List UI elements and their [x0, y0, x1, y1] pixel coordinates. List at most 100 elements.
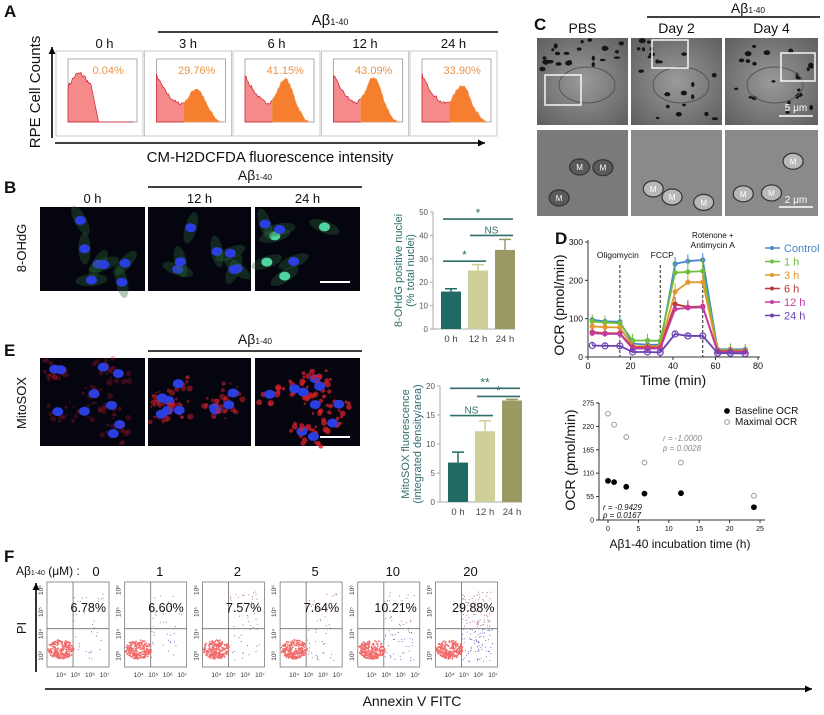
- legend-label: 3 h: [784, 270, 799, 282]
- dose-label-part: Aβ: [16, 564, 31, 578]
- cell-event: [364, 644, 367, 647]
- cell-event: [389, 655, 391, 657]
- mitosox-signal: [117, 406, 123, 412]
- cell-event: [242, 652, 244, 654]
- cell-event: [467, 603, 469, 605]
- histogram-0: 0.04%: [55, 50, 144, 137]
- cell-event: [69, 641, 71, 644]
- cell-event: [477, 634, 479, 636]
- cell-event: [223, 655, 226, 658]
- x-tick-label: 10⁶: [318, 672, 328, 679]
- scale-label: 5 μm: [785, 103, 807, 114]
- x-tick-label: 10⁵: [226, 672, 236, 679]
- cell-event: [297, 644, 300, 647]
- mitosox-signal: [81, 391, 86, 395]
- cell-event: [315, 641, 317, 643]
- flow-plot-0: 0 6.78% 10⁶ 10⁵ 10⁴ 10³ 10⁴ 10⁵ 10⁶ 10⁷: [38, 564, 110, 679]
- mitosox-signal: [335, 416, 340, 421]
- cell-event: [482, 623, 484, 625]
- cell-event: [385, 651, 387, 653]
- cell-event: [449, 650, 451, 653]
- cell-event: [60, 657, 63, 660]
- cell-event: [480, 607, 482, 609]
- cell-event: [256, 645, 258, 647]
- cell-event: [315, 655, 317, 657]
- ohdg-image-0: [40, 206, 145, 298]
- cell-event: [359, 644, 362, 647]
- cell-event: [295, 639, 297, 642]
- cell-event: [215, 654, 217, 657]
- cell-event: [374, 649, 377, 651]
- cell-event: [307, 653, 309, 655]
- cell-event: [77, 649, 79, 651]
- data-point: [678, 490, 684, 497]
- cell-event: [461, 598, 463, 600]
- cell-event: [306, 639, 308, 641]
- granule: [808, 62, 814, 69]
- x-tick-label: 10⁶: [163, 672, 173, 679]
- panel-label-F: F: [4, 547, 14, 566]
- nucleus: [78, 406, 90, 416]
- cell-event: [99, 649, 101, 651]
- x-tick-label: 5: [636, 526, 640, 533]
- cell-event: [383, 648, 385, 651]
- cell-event: [316, 657, 318, 659]
- mitosox-signal: [51, 374, 58, 380]
- mitosox-signal: [321, 417, 327, 423]
- cell-event: [445, 655, 447, 658]
- mitosox-signal: [303, 402, 307, 405]
- y-tick-label: 10⁴: [193, 629, 200, 639]
- x-tick-label: 10⁷: [255, 672, 265, 679]
- mitosox-signal: [311, 412, 315, 415]
- data-point: [741, 349, 749, 358]
- cell-event: [400, 659, 402, 661]
- mitosox-signal: [42, 369, 47, 374]
- cell-event: [485, 646, 487, 648]
- nucleus: [52, 407, 64, 417]
- cell-event: [376, 657, 379, 660]
- histogram-positive-area: [360, 76, 400, 123]
- mitosox-signal: [104, 371, 108, 375]
- mitosox-signal: [153, 415, 156, 419]
- cell-event: [144, 654, 147, 657]
- mitochondrion: [732, 185, 754, 203]
- cell-event: [402, 624, 404, 626]
- cell-event: [166, 633, 168, 635]
- cell-event: [238, 637, 240, 639]
- cell-event: [474, 621, 476, 623]
- mitosox-signal: [45, 373, 52, 380]
- cell-event: [484, 632, 486, 634]
- cell-event: [445, 653, 448, 656]
- cell-event: [51, 643, 53, 646]
- mitosox-signal: [55, 375, 62, 381]
- cell-event: [219, 649, 221, 651]
- mitosox-signal: [120, 440, 125, 445]
- cell-event: [205, 642, 208, 645]
- cell-event: [461, 621, 463, 623]
- cell-event: [287, 654, 289, 657]
- cell-event: [162, 644, 164, 646]
- granule: [748, 96, 753, 99]
- granule: [675, 111, 682, 117]
- nucleus: [259, 219, 271, 229]
- nucleus: [223, 400, 235, 410]
- mitosox-signal: [42, 359, 47, 363]
- cell-event: [215, 639, 218, 641]
- mitosox-signal: [107, 368, 113, 374]
- mitosox-signal: [346, 404, 352, 410]
- cell-event: [450, 646, 453, 649]
- cell-event: [363, 651, 366, 654]
- cell-event: [298, 647, 301, 650]
- x-tick-label: 24 h: [503, 507, 522, 518]
- cell-event: [328, 624, 330, 626]
- x-tick-label: 25: [756, 526, 764, 533]
- cell-event: [287, 650, 290, 653]
- y-tick-label: 10⁶: [349, 585, 356, 595]
- cell-event: [410, 659, 412, 661]
- cell-event: [470, 638, 472, 640]
- x-tick-label: 24 h: [496, 334, 515, 345]
- cell-event: [380, 649, 383, 652]
- cell-event: [138, 645, 141, 648]
- cell-event: [208, 647, 211, 650]
- significance-label: **: [480, 375, 490, 389]
